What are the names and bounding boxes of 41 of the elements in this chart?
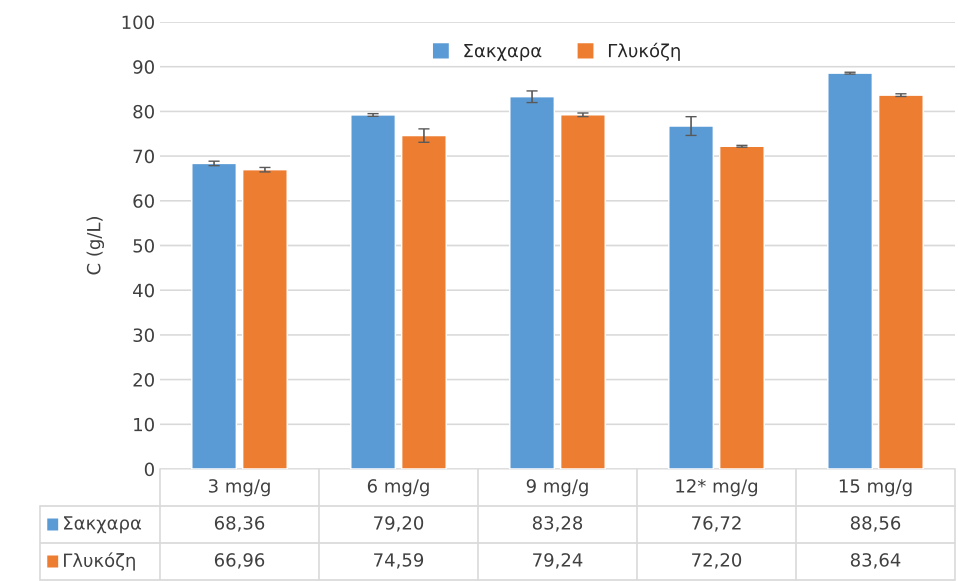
y-tick-label: 60: [133, 194, 154, 208]
y-tick-label: 50: [134, 238, 154, 253]
y-tick-label: 100: [122, 15, 154, 30]
bar: [560, 114, 606, 469]
text: Σακχαρα: [64, 516, 142, 534]
x-tick-label: 6 mg/g: [368, 479, 429, 496]
y-tick-label: 30: [134, 328, 154, 342]
data-label: 79,20: [374, 516, 424, 532]
data-label: 79,24: [533, 553, 582, 569]
y-tick-label: 80: [133, 104, 154, 119]
bar: [242, 168, 288, 469]
bar: [827, 72, 874, 469]
y-tick-label: 0: [144, 462, 154, 476]
y-tick-label: 90: [133, 60, 154, 74]
bar: [191, 162, 238, 469]
data-label: 66,96: [214, 553, 264, 569]
bar: [509, 96, 556, 469]
text: Γλυκόζη: [64, 552, 135, 571]
y-tick-label: 10: [134, 418, 154, 432]
bar: [668, 125, 714, 469]
data-label: 83,64: [850, 553, 900, 569]
data-label: 88,56: [850, 516, 900, 532]
y-axis-title: C (g/L): [86, 217, 104, 275]
data-label: 76,72: [692, 516, 741, 532]
bar: [350, 114, 396, 469]
bar: [400, 134, 447, 469]
data-label: 72,20: [692, 553, 742, 569]
data-label: 83,28: [532, 516, 582, 532]
x-tick-label: 9 mg/g: [526, 479, 588, 496]
y-tick-label: 20: [133, 373, 154, 387]
y-tick-label: 70: [134, 150, 154, 164]
data-label: 74,59: [374, 553, 424, 569]
legend-label: Σακχαρα: [464, 44, 542, 61]
bar: [718, 146, 765, 469]
bar: [878, 94, 924, 469]
x-tick-label: 3 mg/g: [208, 479, 270, 496]
data-label: 68,36: [214, 516, 264, 532]
x-tick-label: 15 mg/g: [840, 479, 912, 496]
y-tick-label: 40: [133, 284, 154, 298]
legend-label: Γλυκόζη: [608, 42, 680, 61]
x-tick-label: 12* mg/g: [676, 479, 758, 496]
